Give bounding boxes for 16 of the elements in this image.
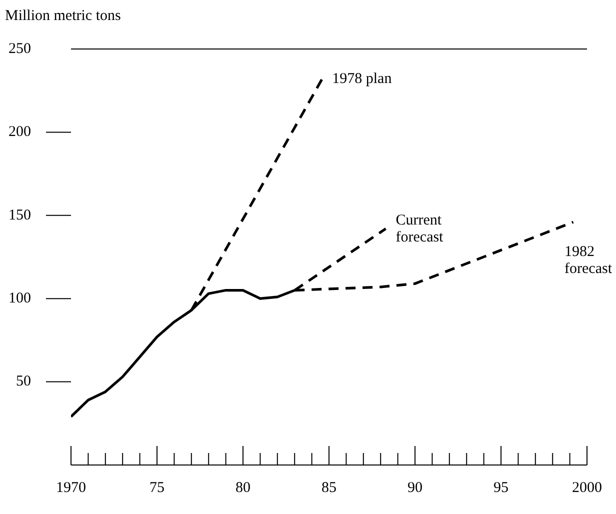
x-tick-label: 95 [494, 480, 508, 496]
x-tick-label: 2000 [572, 480, 602, 496]
series-label: Current forecast [396, 212, 444, 246]
y-tick-label: 250 [8, 40, 31, 57]
x-tick-label: 85 [322, 480, 336, 496]
x-tick-label: 75 [150, 480, 164, 496]
series-label: 1978 plan [332, 70, 392, 87]
y-tick-label: 100 [8, 290, 31, 307]
x-tick-label: 90 [408, 480, 422, 496]
y-axis-title: Million metric tons [5, 8, 121, 24]
y-tick-label: 150 [8, 207, 31, 224]
x-tick-label: 1970 [56, 480, 86, 496]
y-tick-label: 50 [16, 374, 31, 390]
x-tick-label: 80 [236, 480, 250, 496]
series-label: 1982 forecast [564, 244, 613, 277]
y-tick-label: 200 [8, 124, 31, 140]
